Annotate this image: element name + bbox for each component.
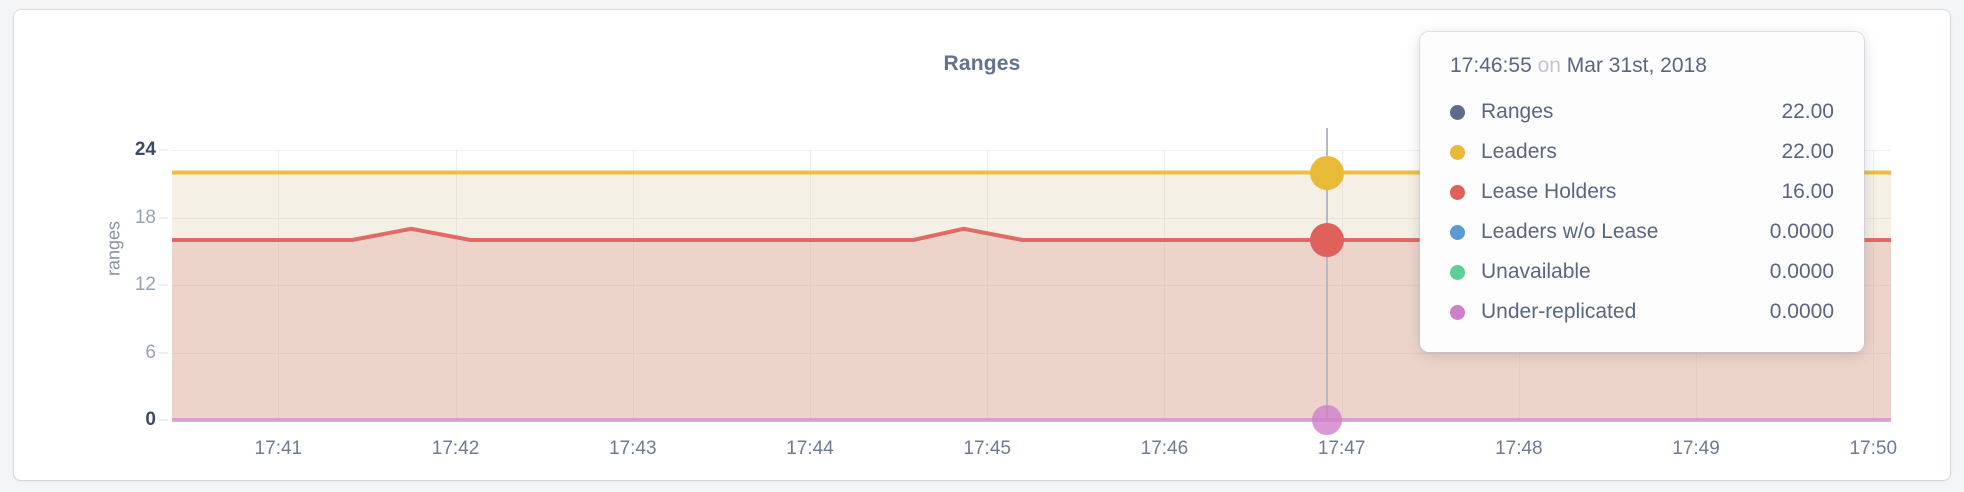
- gridline-vertical: [1164, 150, 1166, 420]
- tooltip-series-value: 0.0000: [1769, 220, 1834, 243]
- hover-point-under-replicated: [1311, 405, 1342, 435]
- gridline-vertical: [632, 150, 634, 420]
- gridline-horizontal: [172, 150, 1891, 151]
- x-tick-label: 17:50: [1849, 438, 1898, 459]
- y-tick-dash: [159, 284, 168, 286]
- gridline-horizontal: [172, 285, 1891, 286]
- x-tick-label: 17:48: [1495, 438, 1543, 459]
- tooltip-row: Leaders 22.00: [1450, 132, 1834, 172]
- series-color-dot-icon: [1450, 264, 1465, 280]
- tooltip-series-label: Leaders: [1481, 140, 1557, 163]
- chart-card: Ranges ranges 0 6 12 18 24 17:41 17:42 17:43 17:…: [14, 10, 1950, 480]
- gridline-vertical: [1873, 150, 1875, 420]
- y-tick-label: 18: [134, 206, 156, 228]
- y-tick-dash: [159, 217, 168, 218]
- tooltip-series-label: Ranges: [1481, 100, 1554, 123]
- tooltip-row: Under-replicated 0.0000: [1450, 292, 1834, 332]
- crosshair-line: [1325, 128, 1328, 420]
- y-tick-dash: [159, 419, 168, 421]
- tooltip-series-label: Lease Holders: [1481, 180, 1617, 203]
- tooltip-series-label: Leaders w/o Lease: [1481, 220, 1659, 243]
- x-tick-label: 17:49: [1672, 438, 1720, 459]
- gridline-vertical: [809, 150, 811, 420]
- hover-point-leaders: [1309, 155, 1344, 190]
- series-color-dot-icon: [1450, 304, 1465, 320]
- tooltip-series-value: 22.00: [1781, 140, 1834, 163]
- tooltip-row: Leaders w/o Lease 0.0000: [1450, 212, 1834, 252]
- tooltip-row: Lease Holders 16.00: [1450, 172, 1834, 212]
- tooltip-date: Mar 31st, 2018: [1566, 54, 1707, 77]
- y-tick-dash: [159, 149, 168, 151]
- tooltip-series-value: 16.00: [1781, 180, 1834, 203]
- y-tick-label: 12: [134, 274, 156, 295]
- tooltip-series-label: Unavailable: [1481, 260, 1591, 283]
- x-tick-label: 17:41: [254, 438, 303, 459]
- x-tick-label: 17:46: [1140, 438, 1189, 459]
- tooltip-series-value: 0.0000: [1769, 300, 1834, 323]
- gridline-vertical: [1341, 150, 1343, 420]
- y-tick-label: 0: [145, 409, 156, 430]
- series-color-dot-icon: [1450, 144, 1465, 160]
- gridline-horizontal: [172, 352, 1891, 354]
- hover-tooltip: 17:46:55 on Mar 31st, 2018 Ranges 22.00 Le…: [1420, 32, 1864, 352]
- gridline-vertical: [278, 150, 280, 420]
- chart-title: Ranges: [943, 52, 1021, 75]
- series-line-lease-holders: [172, 226, 1891, 242]
- hover-point-lease-holders: [1309, 223, 1344, 257]
- tooltip-row: Unavailable 0.0000: [1450, 252, 1834, 292]
- tooltip-row: Ranges 22.00: [1450, 92, 1834, 132]
- series-color-dot-icon: [1450, 104, 1465, 120]
- series-color-dot-icon: [1450, 224, 1465, 240]
- tooltip-time: 17:46:55: [1450, 54, 1532, 77]
- y-tick-label: 24: [134, 139, 156, 160]
- x-tick-label: 17:47: [1317, 438, 1366, 459]
- y-axis-label: ranges: [103, 220, 124, 277]
- tooltip-series-label: Under-replicated: [1481, 300, 1637, 323]
- x-tick-label: 17:42: [431, 438, 480, 459]
- y-tick-dash: [159, 352, 168, 353]
- series-color-dot-icon: [1450, 184, 1465, 200]
- tooltip-row-list: Ranges 22.00 Leaders 22.00 Lease Holders 16.0…: [1450, 92, 1834, 332]
- gridline-horizontal: [172, 217, 1891, 219]
- tooltip-on-word: on: [1537, 54, 1561, 77]
- x-tick-label: 17:43: [608, 438, 657, 459]
- x-tick-label: 17:44: [786, 438, 834, 459]
- tooltip-series-value: 22.00: [1781, 100, 1834, 123]
- gridline-vertical: [987, 150, 989, 420]
- tooltip-series-value: 0.0000: [1769, 260, 1834, 283]
- tooltip-timestamp: 17:46:55 on Mar 31st, 2018: [1450, 54, 1834, 78]
- gridline-vertical: [455, 150, 457, 420]
- x-tick-label: 17:45: [963, 438, 1011, 459]
- y-tick-label: 6: [145, 341, 156, 363]
